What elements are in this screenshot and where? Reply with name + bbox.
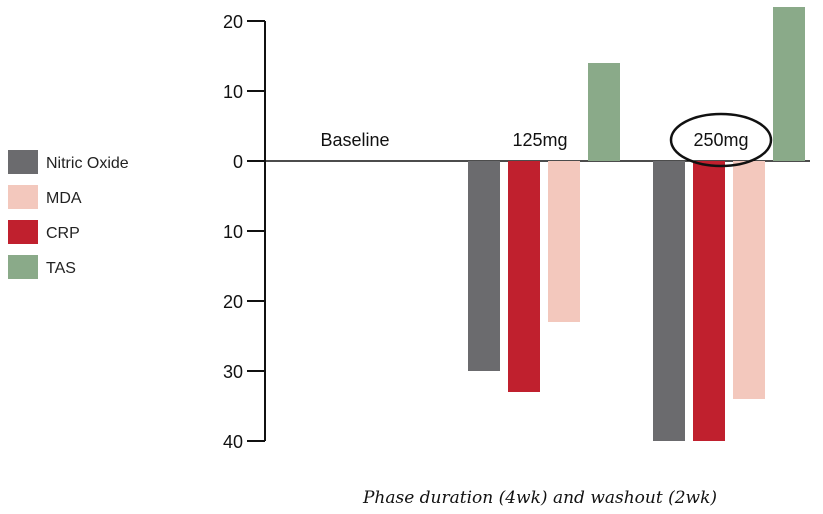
bar <box>468 161 500 371</box>
bar <box>508 161 540 392</box>
y-tick-label: 10 <box>223 222 243 242</box>
bar <box>548 161 580 322</box>
y-tick-label: 0 <box>233 152 243 172</box>
y-tick-label: 10 <box>223 82 243 102</box>
bar <box>733 161 765 399</box>
bar <box>693 161 725 441</box>
bar <box>588 63 620 161</box>
legend-label: TAS <box>46 260 76 277</box>
bar <box>773 7 805 161</box>
category-label: 250mg <box>693 130 748 150</box>
legend-label: Nitric Oxide <box>46 155 129 172</box>
legend-swatch <box>8 255 38 279</box>
x-axis-label: Phase duration (4wk) and washout (2wk) <box>362 488 717 508</box>
y-ticks: 20 10 0 10 20 30 40 <box>223 12 265 452</box>
y-tick-label: 20 <box>223 12 243 32</box>
bar <box>653 161 685 441</box>
legend-label: CRP <box>46 225 80 242</box>
legend-swatch <box>8 220 38 244</box>
category-label: Baseline <box>320 130 389 150</box>
legend: Nitric Oxide MDA CRP TAS <box>8 150 129 279</box>
y-tick-label: 20 <box>223 292 243 312</box>
y-tick-label: 40 <box>223 432 243 452</box>
legend-swatch <box>8 150 38 174</box>
y-tick-label: 30 <box>223 362 243 382</box>
highlight-ellipse <box>669 112 773 168</box>
legend-swatch <box>8 185 38 209</box>
category-labels: Baseline 125mg 250mg <box>320 130 748 150</box>
legend-label: MDA <box>46 190 82 207</box>
bars <box>468 7 805 441</box>
category-label: 125mg <box>512 130 567 150</box>
